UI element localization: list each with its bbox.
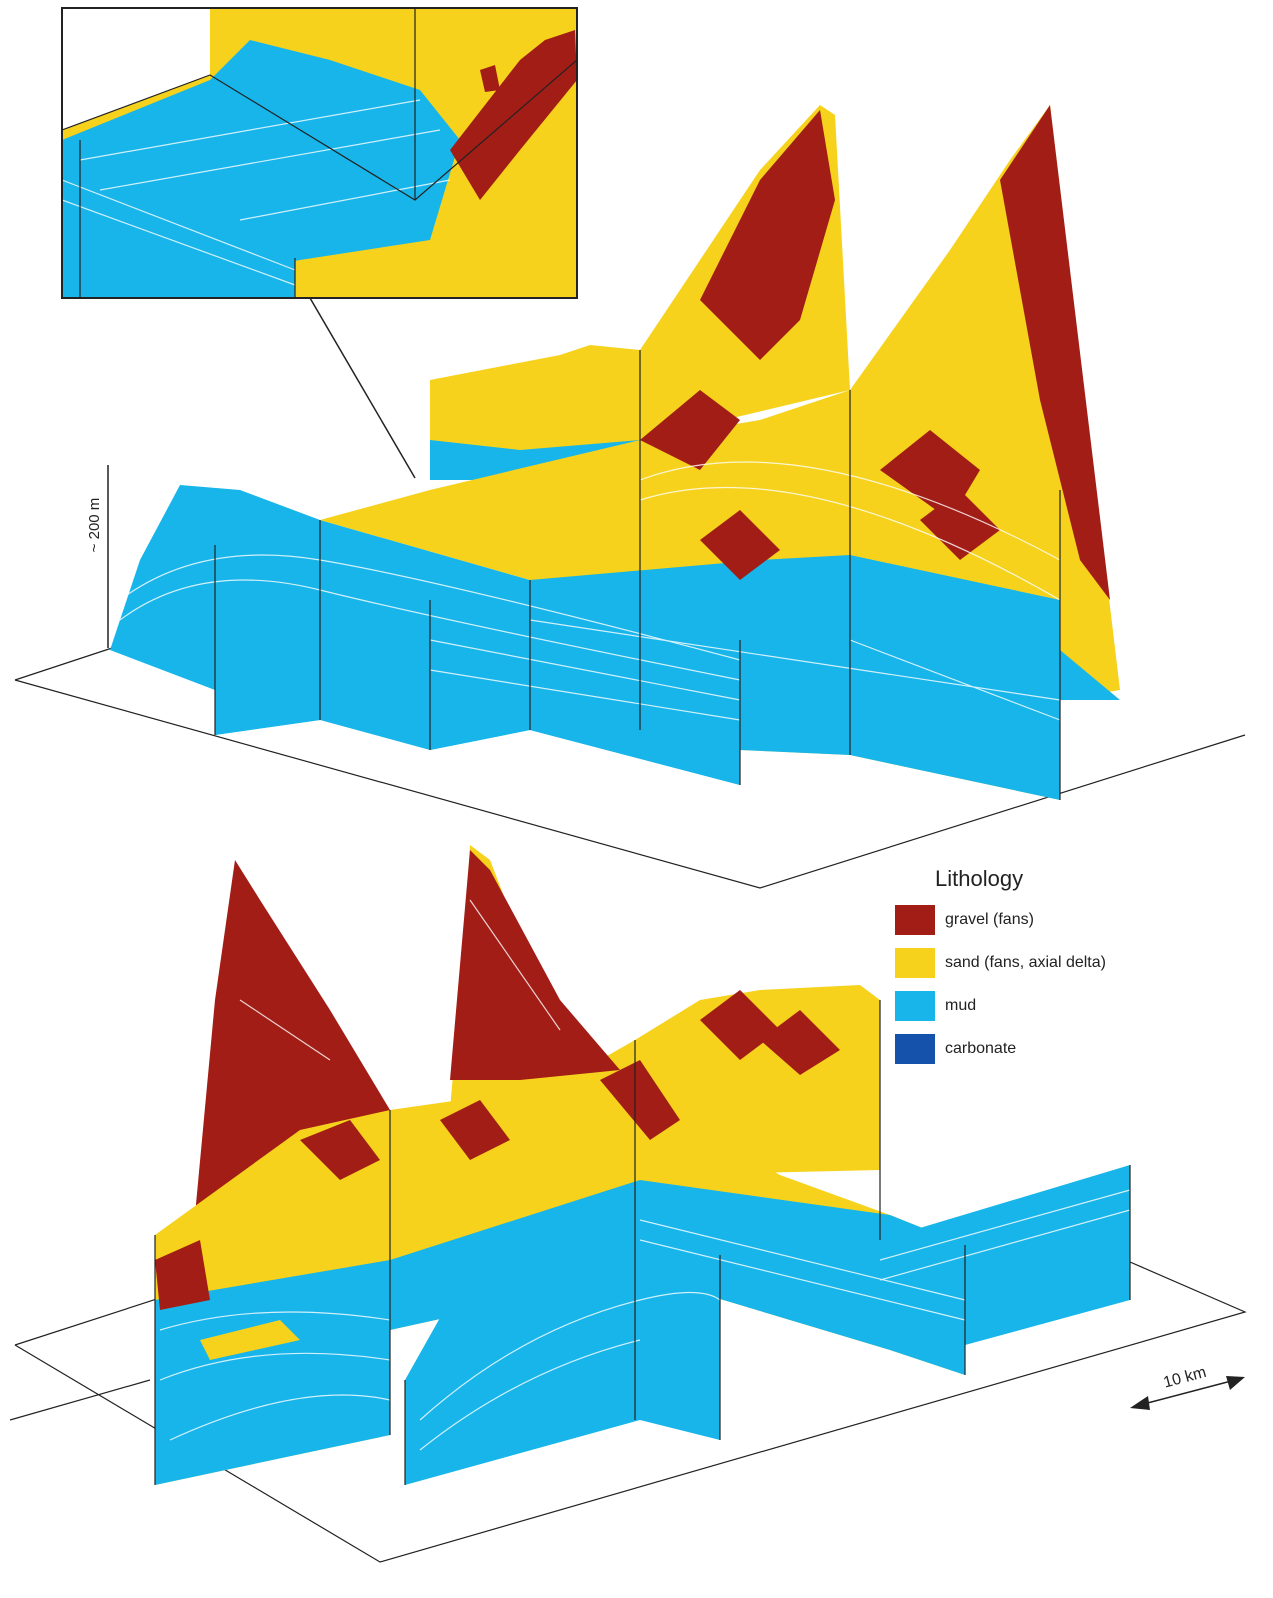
base-outline <box>10 1380 150 1420</box>
base-outline <box>15 648 112 680</box>
legend-label: carbonate <box>945 1040 1016 1057</box>
gravel-body <box>450 850 620 1080</box>
legend-swatch <box>895 948 935 978</box>
bottom-diagram: 10 km <box>10 845 1245 1562</box>
legend-label: sand (fans, axial delta) <box>945 954 1106 971</box>
legend-label: gravel (fans) <box>945 911 1034 928</box>
legend-swatch <box>895 1034 935 1064</box>
legend-label: mud <box>945 997 976 1014</box>
horizontal-scale: 10 km <box>1130 1364 1245 1410</box>
vertical-scale-label: ~ 200 m <box>86 498 103 553</box>
horizontal-scale-label: 10 km <box>1162 1364 1208 1392</box>
arrow-head <box>1226 1376 1245 1390</box>
figure: ~ 200 m <box>0 0 1273 1598</box>
page: {"scale": {"vertical": "~ 200 m", "horiz… <box>0 0 1273 1598</box>
legend-title: Lithology <box>935 866 1023 891</box>
legend-swatch <box>895 905 935 935</box>
legend: Lithology gravel (fans) sand (fans, axial… <box>895 866 1106 1064</box>
legend-swatch <box>895 991 935 1021</box>
arrow-head <box>1130 1396 1150 1410</box>
inset-pointer <box>310 298 415 478</box>
